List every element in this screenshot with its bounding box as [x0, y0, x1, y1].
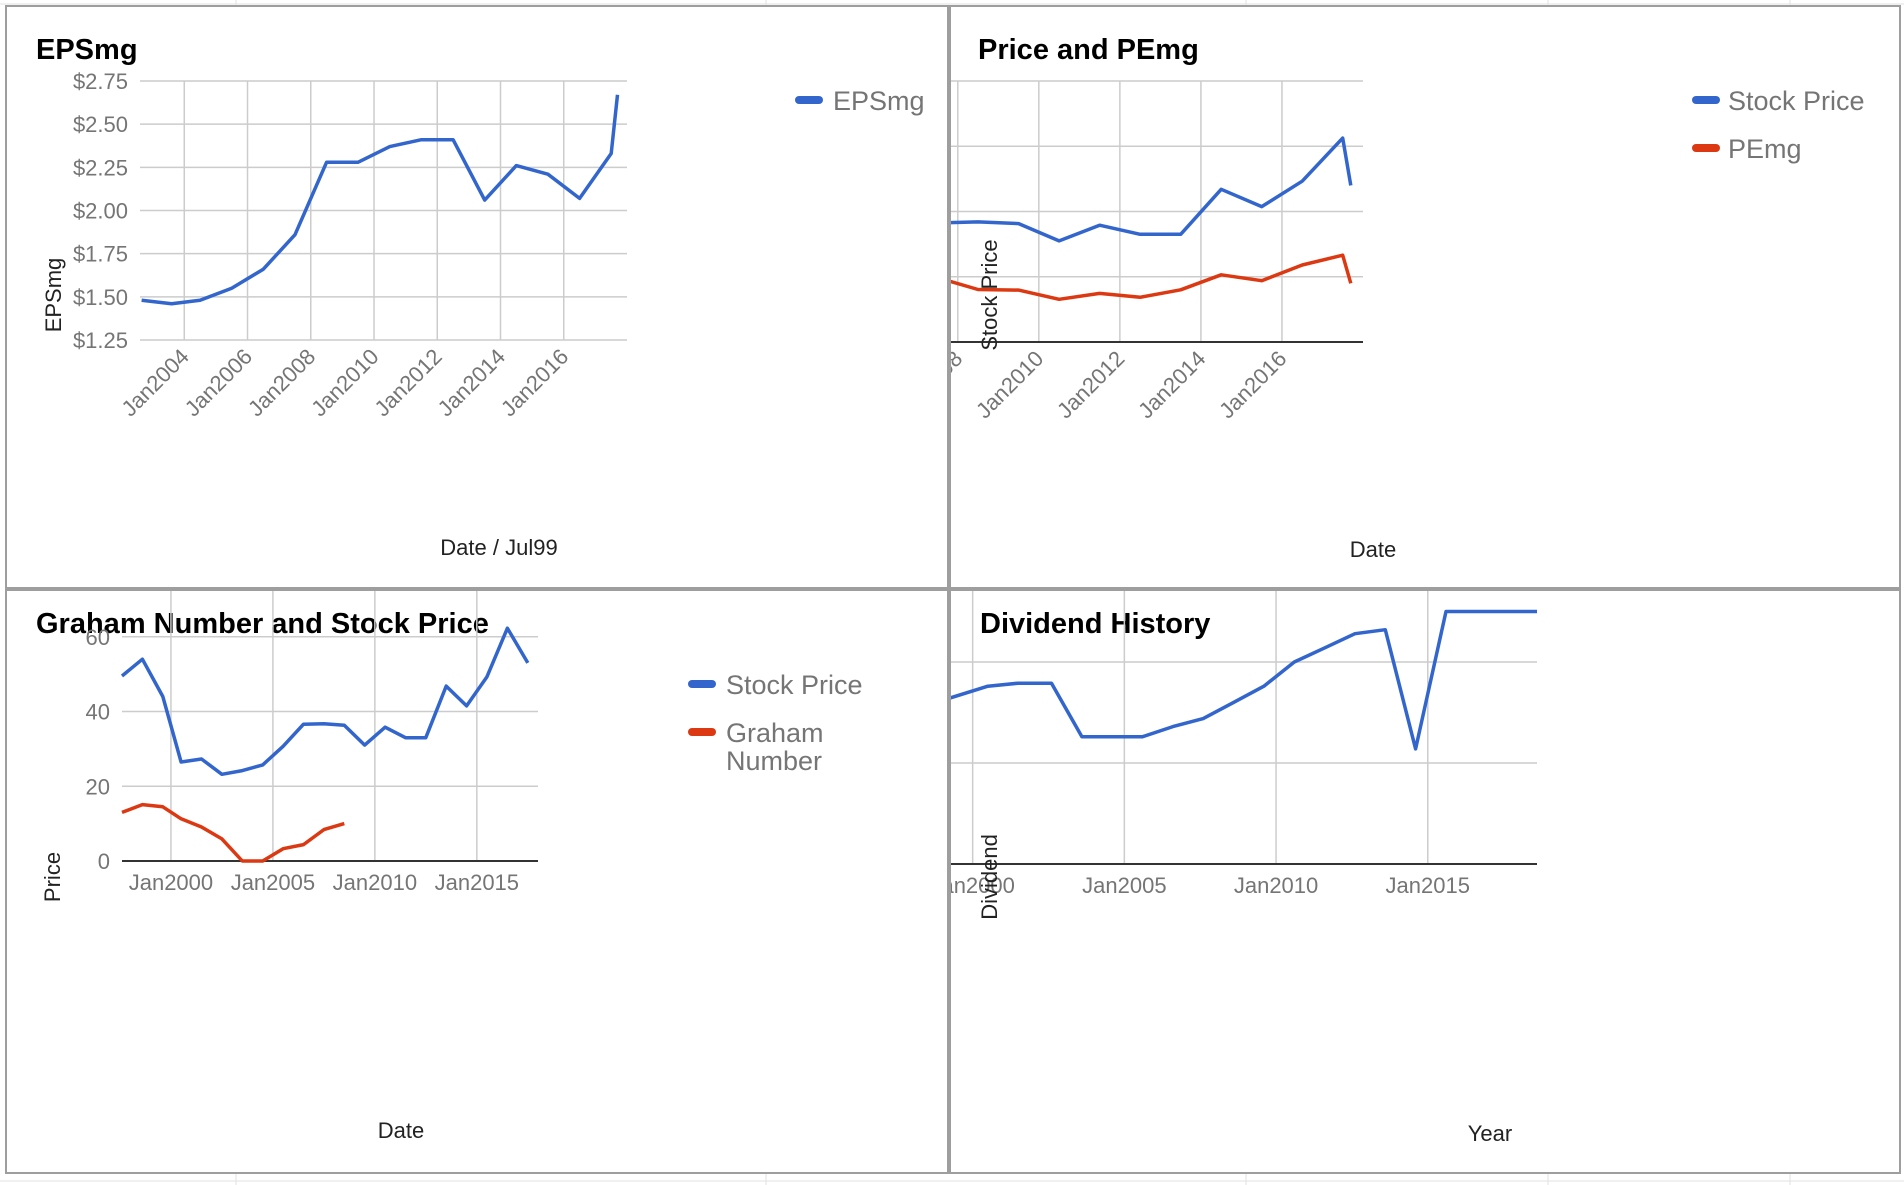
- chart-epsmg-svg: EPSmg $1.25 $1.50 $1.75 $2.00 $2.25 $2.50 $2.7…: [36, 34, 925, 560]
- x-tick-label: Jan2008: [243, 344, 320, 421]
- x-tick-label: Jan2006: [180, 344, 257, 421]
- series-lines: [141, 94, 620, 306]
- x-tick-label: Jan2008: [950, 346, 967, 423]
- x-axis-label: Year: [1468, 1121, 1512, 1146]
- series-lines: [120, 626, 530, 863]
- x-tick-label: Jan2010: [306, 344, 383, 421]
- x-tick-label: Jan2015: [435, 870, 519, 895]
- x-tick-label: Jan2010: [1234, 873, 1318, 898]
- chart-graham-svg: Graham Number and Stock Price 020406080 …: [36, 590, 863, 1143]
- y-tick-label: 0: [98, 849, 110, 874]
- series-line-epsmg: [141, 94, 620, 306]
- chart-price-pemg-svg: Price and PEmg 020406080 Jan2008Jan2010J…: [950, 34, 1865, 562]
- legend: EPSmg: [795, 86, 925, 116]
- y-tick-label: $2.75: [73, 69, 128, 94]
- chart-dividend[interactable]: Dividend History $0.00$0.50$1.00$1.50 Ja…: [950, 590, 1900, 1173]
- x-tick-label: Jan2000: [129, 870, 213, 895]
- series-lines: [950, 136, 1353, 302]
- y-axis-label: EPSmg: [41, 258, 66, 333]
- x-tick-label: Jan2016: [496, 344, 573, 421]
- x-tick-label: Jan2004: [116, 344, 193, 421]
- x-tick-label: Jan2005: [1082, 873, 1166, 898]
- legend-label-stock-price: Stock Price: [1728, 86, 1865, 116]
- y-tick-label: $1.50: [73, 285, 128, 310]
- chart-dividend-svg: Dividend History $0.00$0.50$1.00$1.50 Ja…: [950, 590, 1537, 1146]
- x-tick-label: Jan2012: [1052, 346, 1129, 423]
- chart-title: Price and PEmg: [978, 34, 1199, 66]
- legend-label-graham-number-line1: Graham: [726, 718, 824, 748]
- y-axis-label: Dividend: [977, 834, 1002, 920]
- chart-epsmg[interactable]: EPSmg $1.25 $1.50 $1.75 $2.00 $2.25 $2.50 $2.7…: [6, 6, 948, 588]
- x-tick-labels: Jan2008 Jan2010 Jan2012 Jan2014 Jan2016: [950, 346, 1291, 423]
- series-line-graham-number: [121, 802, 345, 863]
- x-axis-label: Date / Jul99: [440, 535, 557, 560]
- y-tick-label: 20: [86, 774, 110, 799]
- gridlines: [950, 80, 1363, 343]
- y-tick-label: $2.00: [73, 199, 128, 224]
- y-tick-label: 40: [86, 700, 110, 725]
- series-line-stock-price: [950, 136, 1353, 243]
- y-tick-label: $1.25: [73, 328, 128, 353]
- legend-label-graham-number-line2: Number: [726, 746, 822, 776]
- x-tick-labels: Jan2004Jan2006Jan2008Jan2010Jan2012Jan20…: [116, 344, 573, 421]
- gridlines: [140, 80, 627, 341]
- x-tick-label: Jan2014: [1133, 346, 1210, 423]
- y-tick-label: $2.50: [73, 112, 128, 137]
- legend: Stock Price PEmg: [1692, 86, 1865, 164]
- legend-label-pemg: PEmg: [1728, 134, 1802, 164]
- x-tick-label: Jan2014: [433, 344, 510, 421]
- series-line-stock-price: [120, 626, 530, 777]
- y-tick-label: $2.25: [73, 155, 128, 180]
- y-axis-label: Stock Price: [977, 239, 1002, 350]
- y-axis-label: Price: [40, 852, 65, 902]
- x-tick-label: Jan2010: [333, 870, 417, 895]
- legend: Stock Price Graham Number: [688, 670, 863, 776]
- x-tick-label: Jan2012: [369, 344, 446, 421]
- chart-graham[interactable]: Graham Number and Stock Price 020406080 …: [6, 590, 948, 1173]
- x-tick-label: Jan2005: [231, 870, 315, 895]
- chart-price-pemg[interactable]: Price and PEmg 020406080 Jan2008Jan2010J…: [950, 6, 1900, 588]
- legend-label-stock-price: Stock Price: [726, 670, 863, 700]
- legend-label-graham-number: Graham Number: [726, 718, 831, 776]
- x-tick-labels: Jan2000 Jan2005 Jan2010 Jan2015: [129, 870, 519, 895]
- y-tick-label: 60: [86, 625, 110, 650]
- chart-title: EPSmg: [36, 34, 138, 66]
- x-axis-label: Date: [1350, 537, 1396, 562]
- chart-title: Dividend History: [980, 608, 1210, 640]
- legend-label-epsmg: EPSmg: [833, 86, 925, 116]
- x-tick-label: Jan2015: [1386, 873, 1470, 898]
- x-tick-label: Jan2016: [1214, 346, 1291, 423]
- y-tick-labels: 020406080: [86, 625, 110, 874]
- y-tick-label: $1.75: [73, 242, 128, 267]
- y-tick-labels: $1.25 $1.50 $1.75 $2.00 $2.25 $2.50 $2.75: [73, 69, 128, 353]
- x-axis-label: Date: [378, 1118, 424, 1143]
- x-tick-label: Jan2010: [971, 346, 1048, 423]
